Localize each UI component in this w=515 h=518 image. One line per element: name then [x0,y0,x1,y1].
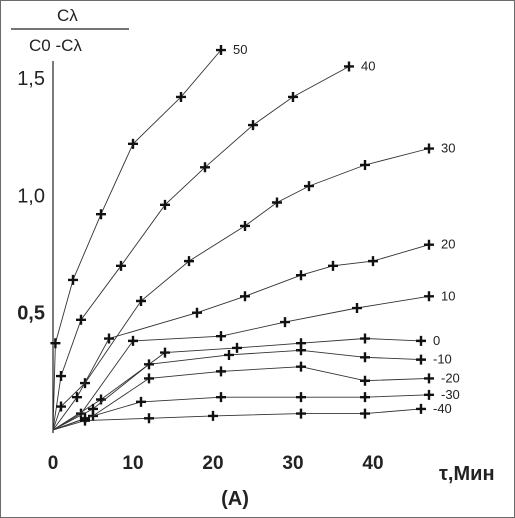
x-tick-label: 10 [122,453,143,474]
data-point-marker [328,260,338,271]
x-tick-label: 20 [202,453,223,474]
data-point-marker [160,199,170,210]
data-point-marker [200,162,210,173]
data-point-marker [240,291,250,302]
data-point-marker [224,349,234,360]
data-point-marker [344,61,354,72]
data-point-marker [208,410,218,421]
series-line [52,394,430,431]
data-point-marker [56,401,66,412]
series-end-label: -30 [441,387,460,402]
data-point-marker [240,220,250,231]
series-end-label: 10 [441,288,455,303]
series-line [52,66,350,431]
x-tick-label: 30 [282,453,303,474]
data-point-marker [144,373,154,384]
x-tick-label: 0 [48,453,59,474]
data-point-marker [360,333,370,344]
series-end-label: -10 [433,352,452,367]
data-point-marker [424,239,434,250]
data-point-marker [176,91,186,102]
series-line [52,295,430,431]
x-axis-label: τ,Мин [439,463,495,485]
series-end-label: 50 [233,42,247,57]
data-point-marker [216,331,226,342]
y-tick-label: 1,5 [17,68,45,90]
data-point-marker [72,392,82,403]
data-point-marker [96,209,106,220]
series-end-label: -20 [441,370,460,385]
series-end-label: -40 [433,401,452,416]
data-point-marker [296,270,306,281]
data-point-marker [248,120,258,131]
x-tick-label: 40 [362,453,383,474]
data-point-marker [368,256,378,267]
data-point-marker [160,347,170,358]
data-point-marker [144,413,154,424]
data-point-marker [56,371,66,382]
data-point-marker [192,307,202,318]
data-point-marker [296,408,306,419]
data-point-marker [216,392,226,403]
data-point-marker [304,181,314,192]
y-axis-label-denominator: C0 -Cλ [29,36,82,55]
data-point-marker [288,91,298,102]
data-point-marker [360,408,370,419]
data-point-marker [184,256,194,267]
data-point-marker [296,392,306,403]
data-point-marker [116,260,126,271]
data-point-marker [416,354,426,365]
data-point-marker [424,143,434,154]
data-point-marker [216,45,226,56]
data-point-marker [296,361,306,372]
data-point-marker [128,335,138,346]
series-end-label: 40 [361,58,375,73]
data-point-marker [424,291,434,302]
y-axis-label-numerator: Cλ [57,6,78,25]
data-point-marker [136,396,146,407]
data-point-marker [360,159,370,170]
data-point-marker [136,296,146,306]
data-point-marker [296,345,306,356]
data-point-marker [68,274,78,285]
series-line [52,148,430,431]
data-point-marker [424,373,434,384]
data-point-marker [80,415,90,426]
data-point-marker [50,338,61,349]
data-point-marker [144,359,154,370]
data-point-marker [416,335,426,346]
y-tick-label: 1,0 [17,185,45,207]
data-point-marker [424,389,434,400]
y-tick-label: 0,5 [17,303,45,325]
data-point-marker [360,352,370,363]
data-point-marker [104,333,114,344]
data-point-marker [360,375,370,386]
data-point-marker [280,317,290,328]
data-point-marker [128,138,138,149]
data-point-marker [360,392,370,403]
data-point-marker [76,314,86,325]
series-line [52,366,430,431]
series-end-label: 30 [441,141,455,156]
figure-caption: (A) [221,488,249,510]
data-point-marker [216,366,226,377]
data-point-marker [272,197,282,208]
data-point-marker [352,303,362,314]
series-end-label: 0 [433,333,440,348]
series-end-label: 20 [441,237,455,252]
data-point-marker [232,342,242,353]
data-point-marker [416,403,426,414]
